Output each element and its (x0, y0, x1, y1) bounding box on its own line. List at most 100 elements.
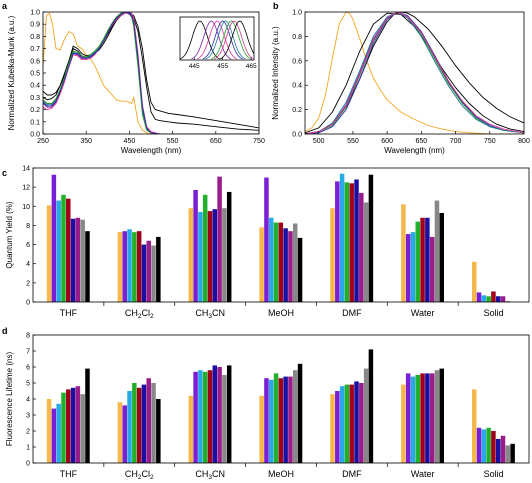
y-tick-label: 1 (26, 445, 30, 452)
y-tick-label: 0.0 (292, 132, 302, 139)
inset-series-line (196, 20, 238, 60)
category-label: CH2Cl2 (125, 308, 154, 320)
category-label: CH3CN (195, 469, 225, 481)
bar (66, 198, 71, 302)
inset-series-line (205, 20, 246, 60)
bar (491, 431, 496, 463)
y-axis-label: Normalized Intensity (a.u.) (271, 26, 280, 120)
bar (269, 217, 274, 302)
y-tick-label: 0.6 (292, 58, 302, 65)
inset-a: 445 455 465 (179, 16, 257, 70)
bar (434, 200, 440, 302)
bar (56, 200, 61, 302)
bar (136, 231, 142, 302)
y-axis-label: Quantum Yield (%) (5, 201, 14, 268)
bar (283, 376, 288, 463)
bar (330, 208, 335, 302)
bar (368, 349, 374, 463)
bar (510, 443, 515, 463)
bar (368, 174, 374, 302)
bar (127, 391, 132, 463)
y-tick-label: 0.4 (30, 83, 40, 90)
bar (330, 394, 335, 463)
bar (339, 173, 345, 302)
x-tick-label: 350 (80, 138, 92, 145)
inset-series-line (214, 20, 254, 60)
y-tick-label: 2 (26, 280, 30, 287)
bar (117, 232, 123, 302)
inset-series-line (211, 20, 252, 60)
y-tick-label: 0.2 (292, 107, 302, 114)
bar (212, 209, 218, 302)
y-tick-label: 0.1 (30, 119, 40, 126)
y-tick-label: 8 (26, 223, 30, 230)
inset-x-tick-label: 445 (189, 63, 200, 70)
bar (259, 227, 264, 302)
bar (363, 202, 369, 302)
bar (401, 204, 406, 302)
bar (193, 371, 198, 463)
bar (505, 301, 511, 302)
y-tick-label: 1.0 (292, 10, 302, 17)
bar (429, 373, 435, 463)
bar (471, 389, 477, 463)
x-tick-label: 450 (124, 138, 136, 145)
bar (56, 403, 61, 463)
bar (156, 399, 161, 463)
y-axis-label: Fluorescence Lifetime (ns) (5, 352, 14, 447)
y-tick-label: 6 (26, 242, 30, 249)
y-tick-label: 0.8 (30, 34, 40, 41)
x-tick-label: 250 (37, 138, 49, 145)
y-tick-label: 0.6 (30, 58, 40, 65)
bar (70, 218, 76, 302)
bar (335, 181, 340, 302)
y-tick-label: 1.0 (30, 10, 40, 17)
bar (293, 370, 298, 463)
bar (217, 367, 222, 463)
bar (401, 384, 406, 463)
bar (61, 194, 66, 302)
bar (61, 392, 66, 463)
bar (495, 296, 501, 302)
y-tick-label: 6 (26, 365, 30, 372)
x-axis-label: Wavelength (nm) (121, 146, 182, 155)
bar (151, 245, 156, 302)
category-label: CH2Cl2 (125, 469, 154, 481)
y-tick-label: 4 (26, 397, 30, 404)
series-line (305, 12, 524, 134)
bar (335, 391, 340, 463)
x-tick-label: 650 (416, 138, 428, 145)
bar (222, 375, 227, 463)
category-label: CH3CN (195, 308, 225, 320)
bar (354, 381, 359, 463)
bar (198, 212, 203, 302)
bar (471, 261, 477, 302)
inset-series-line (202, 20, 243, 60)
bar (439, 212, 445, 302)
x-tick-label: 500 (313, 138, 325, 145)
bar (132, 383, 137, 463)
bar (420, 373, 425, 463)
bar (486, 296, 491, 302)
bar (132, 232, 137, 302)
bar (217, 176, 222, 302)
inset-series-line (180, 20, 220, 60)
bar (202, 194, 208, 302)
bar (349, 183, 354, 302)
bar (415, 375, 421, 463)
bar (80, 219, 85, 302)
bar (405, 373, 411, 463)
inset-series (180, 20, 254, 60)
bar (476, 427, 482, 463)
series-line (43, 12, 259, 134)
inset-frame (179, 16, 255, 61)
panel-label-c: c (2, 168, 7, 178)
x-tick-label: 750 (253, 138, 265, 145)
category-label: Water (411, 308, 435, 318)
bar (297, 237, 303, 302)
y-tick-label: 2 (26, 429, 30, 436)
bar (476, 292, 482, 302)
bar (141, 244, 147, 302)
bar (429, 236, 435, 302)
bar (344, 182, 350, 302)
